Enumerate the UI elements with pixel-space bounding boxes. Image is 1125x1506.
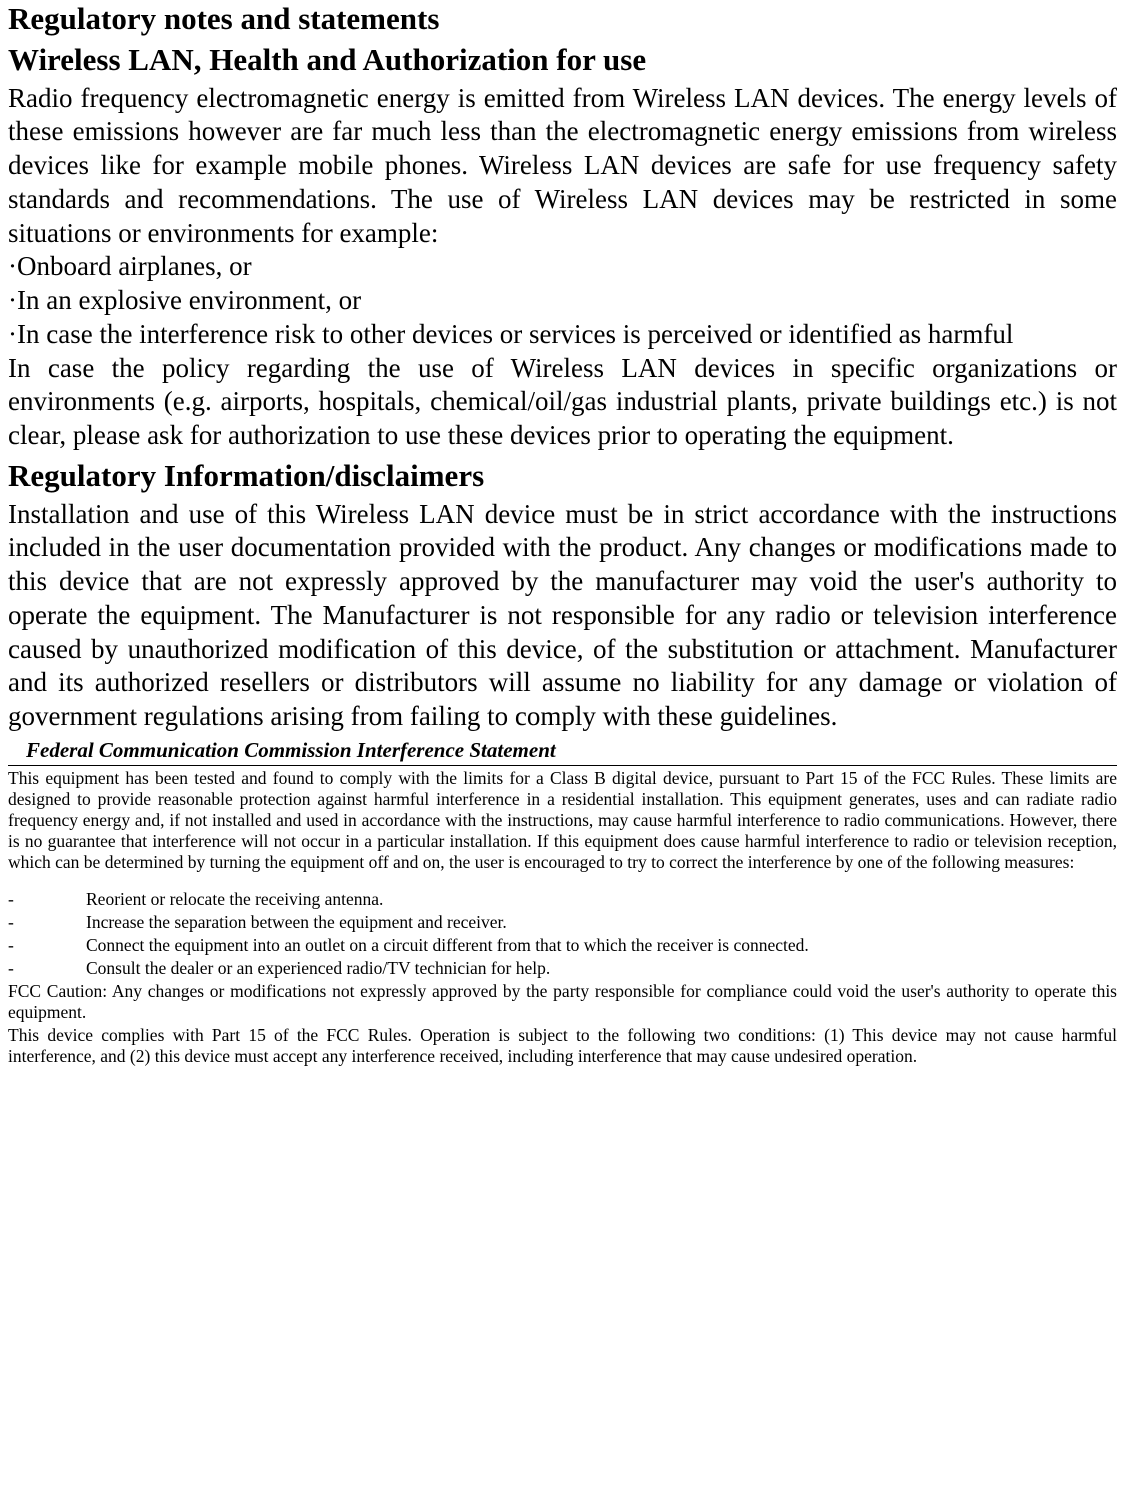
para-wlan-intro: Radio frequency electromagnetic energy i… (8, 82, 1117, 251)
spacer (8, 875, 1117, 889)
heading-fcc-statement: Federal Communication Commission Interfe… (26, 738, 1117, 763)
bullet-interference: ·In case the interference risk to other … (8, 318, 1117, 352)
para-fcc-caution: FCC Caution: Any changes or modification… (8, 981, 1117, 1023)
list-dash: - (8, 935, 86, 956)
measure-row-2: - Increase the separation between the eq… (8, 912, 1117, 933)
list-dash: - (8, 912, 86, 933)
heading-wireless-lan: Wireless LAN, Health and Authorization f… (8, 41, 1117, 80)
measure-row-4: - Consult the dealer or an experienced r… (8, 958, 1117, 979)
bullet-explosive: ·In an explosive environment, or (8, 284, 1117, 318)
divider (8, 765, 1117, 766)
list-dash: - (8, 889, 86, 910)
measure-consult: Consult the dealer or an experienced rad… (86, 958, 1117, 979)
measure-separation: Increase the separation between the equi… (86, 912, 1117, 933)
para-fcc-compliance: This device complies with Part 15 of the… (8, 1025, 1117, 1067)
para-disclaimers: Installation and use of this Wireless LA… (8, 498, 1117, 734)
list-dash: - (8, 958, 86, 979)
measure-row-1: - Reorient or relocate the receiving ant… (8, 889, 1117, 910)
para-policy: In case the policy regarding the use of … (8, 352, 1117, 453)
bullet-airplanes: ·Onboard airplanes, or (8, 250, 1117, 284)
measure-row-3: - Connect the equipment into an outlet o… (8, 935, 1117, 956)
heading-disclaimers: Regulatory Information/disclaimers (8, 457, 1117, 496)
measure-reorient: Reorient or relocate the receiving anten… (86, 889, 1117, 910)
heading-regulatory-notes: Regulatory notes and statements (8, 0, 1117, 39)
measure-outlet: Connect the equipment into an outlet on … (86, 935, 1117, 956)
para-fcc-tested: This equipment has been tested and found… (8, 768, 1117, 873)
